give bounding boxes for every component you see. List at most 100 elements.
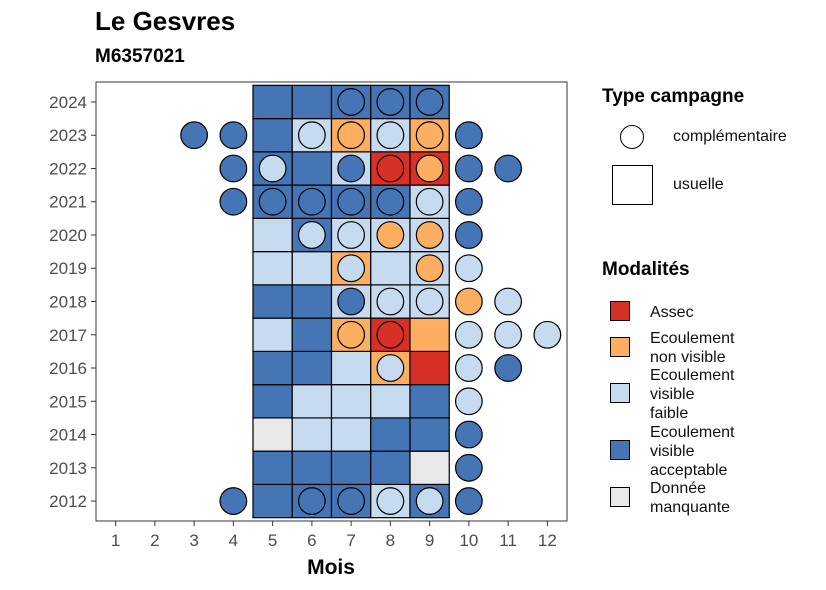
tile-usuelle-2019-6 xyxy=(291,251,333,286)
circle-complementaire-2022-11 xyxy=(494,154,523,183)
circle-complementaire-2019-9 xyxy=(415,254,444,283)
chart-subtitle: M6357021 xyxy=(95,46,185,67)
legend-swatch-ecoulement_non_visible xyxy=(610,337,630,357)
tile-usuelle-2018-6 xyxy=(291,284,333,319)
circle-complementaire-2021-10 xyxy=(454,187,483,216)
y-tick-label: 2017 xyxy=(49,326,87,345)
tile-usuelle-2016-7 xyxy=(330,350,372,386)
x-tick-label: 11 xyxy=(499,531,517,550)
tile-usuelle-2015-7 xyxy=(330,384,372,419)
tile-usuelle-2013-8 xyxy=(370,450,411,486)
tile-usuelle-2013-7 xyxy=(330,450,372,486)
circle-complementaire-2018-8 xyxy=(376,287,405,316)
tile-usuelle-2014-6 xyxy=(291,417,333,452)
y-tick-label: 2013 xyxy=(49,459,87,478)
tile-usuelle-2013-6 xyxy=(291,450,333,486)
circle-complementaire-2021-7 xyxy=(337,187,366,216)
chart-title: Le Gesvres xyxy=(95,6,236,36)
circle-complementaire-2021-8 xyxy=(376,187,405,216)
tile-usuelle-2014-9 xyxy=(409,417,450,452)
tile-usuelle-2012-5 xyxy=(252,483,293,519)
complementaire-circles xyxy=(180,88,562,515)
tile-usuelle-2017-9 xyxy=(409,317,450,352)
circle-complementaire-2020-6 xyxy=(297,221,326,249)
y-tick-label: 2015 xyxy=(49,392,87,411)
circle-complementaire-2022-8 xyxy=(376,154,405,183)
tile-usuelle-2017-5 xyxy=(252,317,293,352)
y-tick-label: 2022 xyxy=(49,159,87,178)
circle-complementaire-2018-10 xyxy=(454,287,483,316)
x-tick-label: 10 xyxy=(459,531,478,550)
tile-usuelle-2024-6 xyxy=(291,84,333,120)
circle-complementaire-2024-9 xyxy=(415,88,444,116)
circle-complementaire-2016-8 xyxy=(376,354,405,382)
legend-swatch-ecoulement_visible_faible xyxy=(610,383,630,403)
circle-complementaire-2021-5 xyxy=(258,187,287,216)
legend-swatch-assec xyxy=(610,301,630,321)
circle-complementaire-2021-4 xyxy=(219,187,248,216)
circle-complementaire-2018-11 xyxy=(494,287,523,316)
tile-usuelle-2015-8 xyxy=(370,384,411,419)
circle-complementaire-2012-7 xyxy=(337,487,366,515)
circle-complementaire-2018-7 xyxy=(337,287,366,316)
legend-modalite-label: Ecoulement visible faible xyxy=(650,366,735,422)
circle-complementaire-2023-8 xyxy=(376,121,405,150)
circle-complementaire-2023-10 xyxy=(454,121,483,150)
legend-modalite-label: Assec xyxy=(650,303,694,321)
circle-complementaire-2014-10 xyxy=(454,420,483,449)
x-tick-label: 3 xyxy=(189,531,198,550)
tile-usuelle-2024-5 xyxy=(252,84,293,120)
circle-complementaire-2012-4 xyxy=(219,487,248,515)
x-tick-label: 8 xyxy=(386,531,395,550)
legend-swatch-ecoulement_visible_acceptable xyxy=(610,440,630,460)
circle-complementaire-2023-3 xyxy=(180,121,209,150)
circle-complementaire-2012-6 xyxy=(297,487,326,515)
x-axis-label: Mois xyxy=(307,556,355,579)
tile-usuelle-2013-5 xyxy=(252,450,293,486)
tile-usuelle-2023-5 xyxy=(252,117,293,153)
tile-usuelle-2019-5 xyxy=(252,251,293,286)
circle-complementaire-2021-9 xyxy=(415,187,444,216)
circle-complementaire-2020-9 xyxy=(415,221,444,249)
tile-usuelle-2014-5 xyxy=(252,417,293,452)
y-tick-label: 2018 xyxy=(49,293,87,312)
legend-modalite-label: Donnée manquante xyxy=(650,480,731,516)
tile-usuelle-2016-6 xyxy=(291,350,333,386)
y-tick-label: 2019 xyxy=(49,259,87,278)
circle-complementaire-2023-6 xyxy=(297,121,326,150)
circle-complementaire-2020-10 xyxy=(454,221,483,249)
tile-usuelle-2017-6 xyxy=(291,317,333,352)
tile-usuelle-2019-8 xyxy=(370,251,411,286)
y-tick-label: 2016 xyxy=(49,359,87,378)
circle-complementaire-2022-5 xyxy=(258,154,287,183)
legend-modalite-label: Ecoulement non visible xyxy=(650,330,735,366)
circle-complementaire-2017-10 xyxy=(454,320,483,349)
legend-modalites-title: Modalités xyxy=(602,259,690,280)
y-tick-label: 2014 xyxy=(49,426,87,445)
circle-complementaire-2012-9 xyxy=(415,487,444,515)
circle-complementaire-2017-7 xyxy=(337,320,366,349)
circle-complementaire-2013-10 xyxy=(454,453,483,482)
circle-complementaire-2019-10 xyxy=(454,254,483,283)
circle-complementaire-2018-9 xyxy=(415,287,444,316)
circle-complementaire-2023-7 xyxy=(337,121,366,150)
circle-complementaire-2017-11 xyxy=(494,320,523,349)
circle-complementaire-2021-6 xyxy=(297,187,326,216)
circle-complementaire-2017-12 xyxy=(533,320,562,349)
circle-complementaire-2012-8 xyxy=(376,487,405,515)
legend-circle-icon xyxy=(620,125,644,149)
legend-swatch-donnee_manquante xyxy=(610,487,630,507)
y-tick-label: 2012 xyxy=(49,492,87,511)
x-tick-label: 7 xyxy=(346,531,355,550)
tile-usuelle-2015-9 xyxy=(409,384,450,419)
circle-complementaire-2016-10 xyxy=(454,354,483,382)
tile-usuelle-2022-6 xyxy=(291,151,333,186)
tile-usuelle-2016-9 xyxy=(409,350,450,386)
legend-modalite-label: Ecoulement visible acceptable xyxy=(650,423,735,479)
circle-complementaire-2022-9 xyxy=(415,154,444,183)
tile-usuelle-2020-5 xyxy=(252,217,293,253)
circle-complementaire-2017-8 xyxy=(376,320,405,349)
circle-complementaire-2020-8 xyxy=(376,221,405,249)
circle-complementaire-2015-10 xyxy=(454,387,483,416)
